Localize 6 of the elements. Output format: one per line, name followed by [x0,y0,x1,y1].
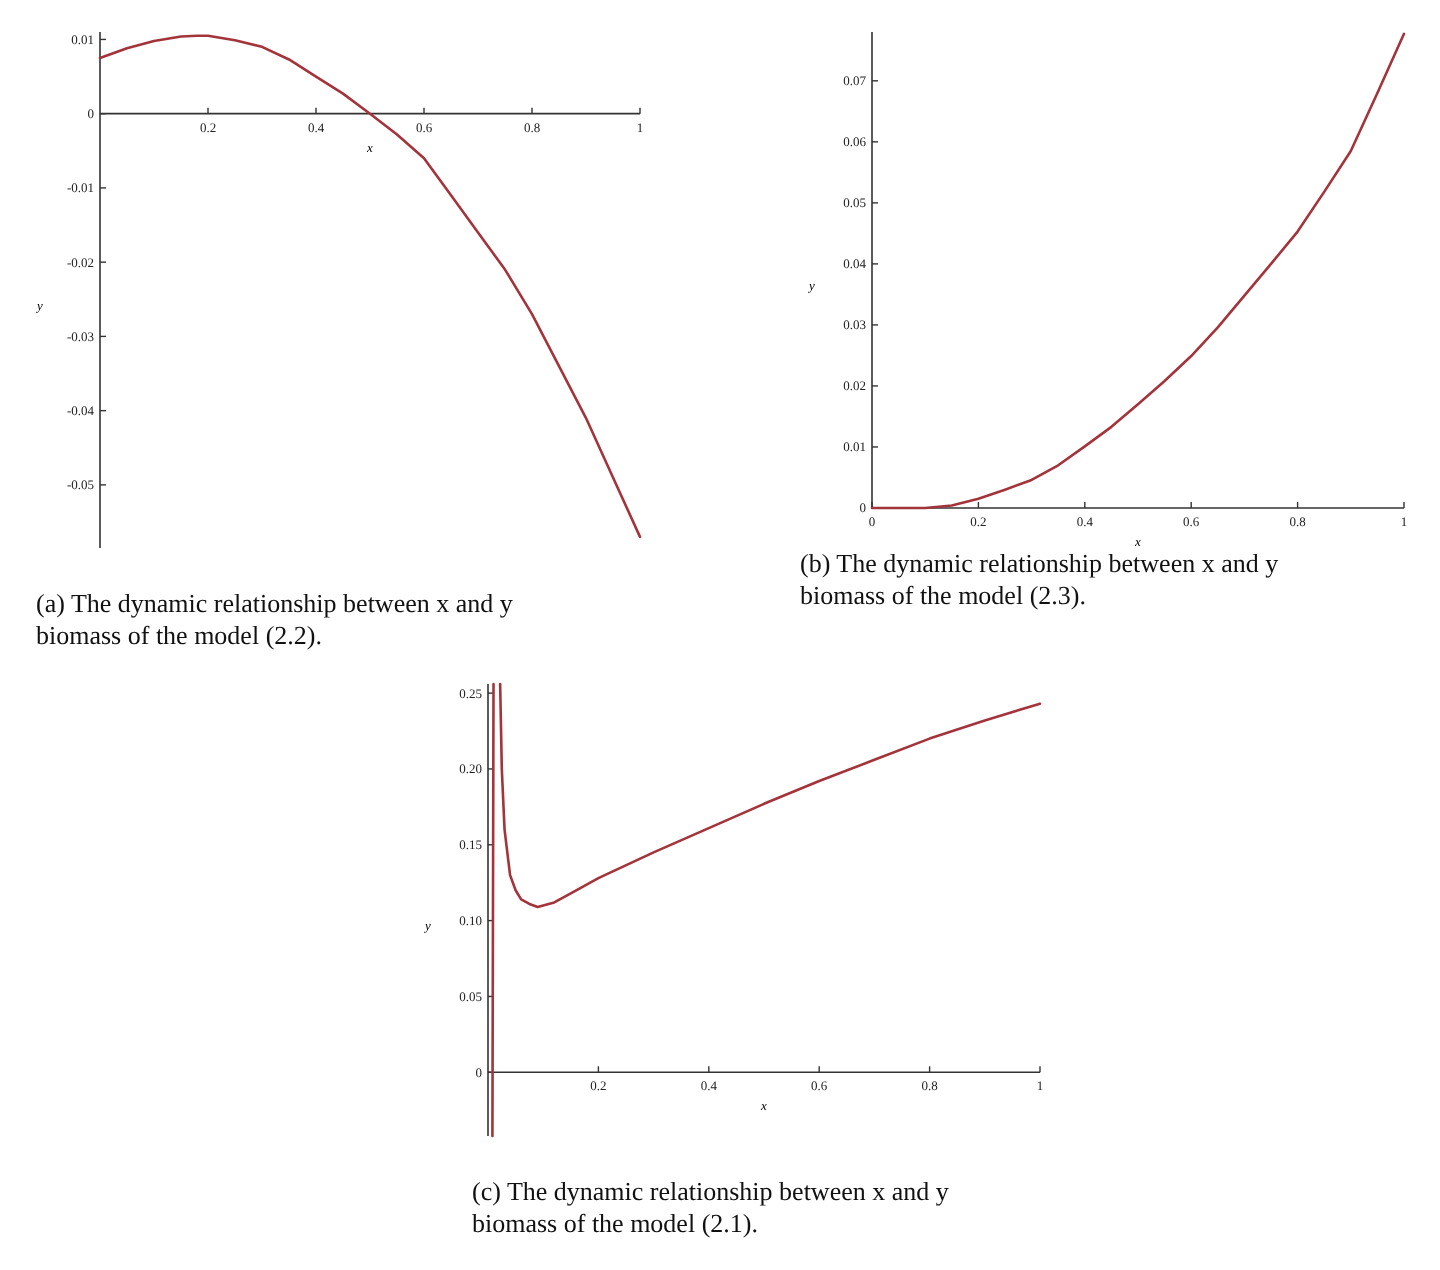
text: (a) The dynamic relationship between x and y biomass of the model (2.2). [36,588,514,650]
line-series [498,682,1042,909]
text: (b) The dynamic relationship between x and y biomass of the model (2.3). [800,548,1280,610]
line-series [870,32,1406,510]
line-series [98,34,642,539]
text: (c) The dynamic relationship between x and y biomass of the model (2.1). [472,1176,950,1238]
